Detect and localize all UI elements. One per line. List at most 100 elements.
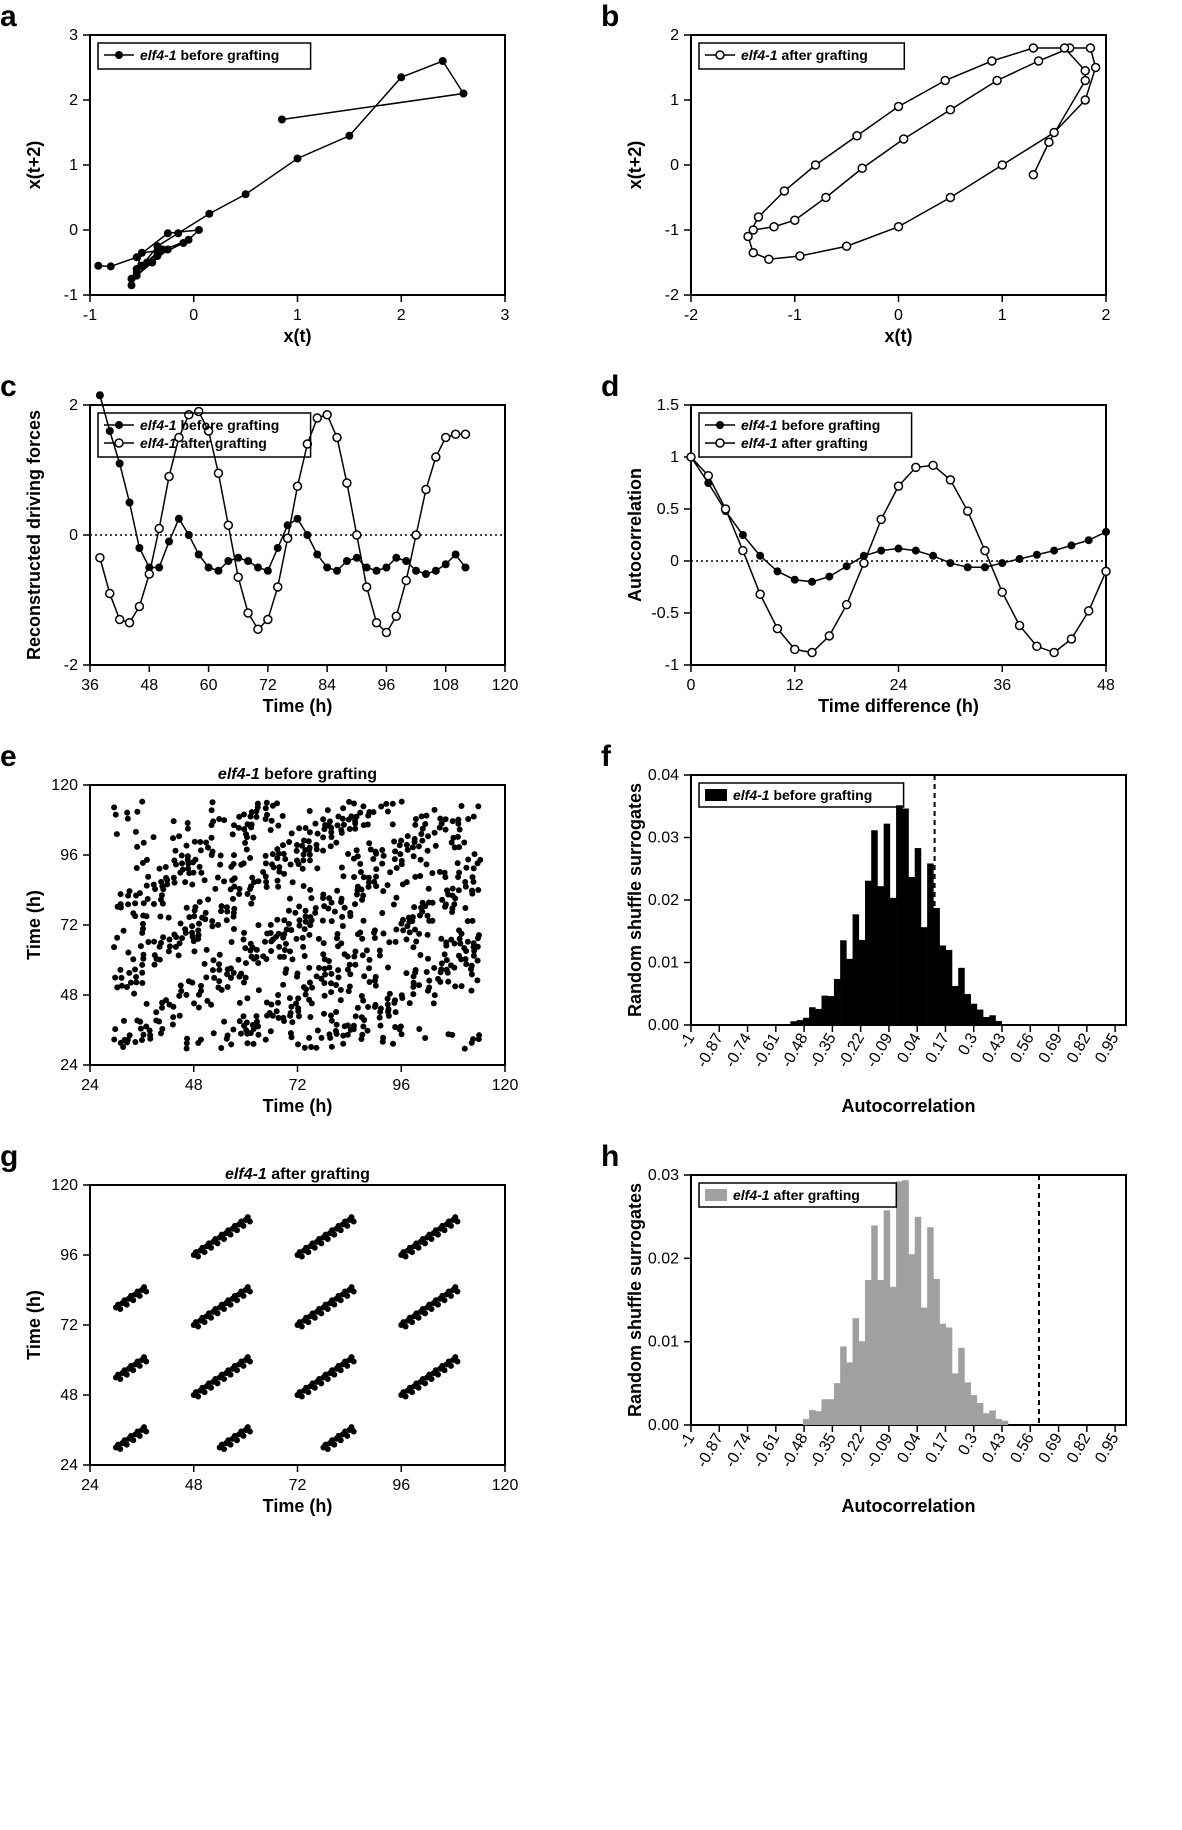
svg-text:0: 0 [670,157,679,174]
svg-text:0.95: 0.95 [1092,1430,1122,1466]
svg-text:0.03: 0.03 [648,830,679,847]
svg-text:0.95: 0.95 [1092,1030,1122,1066]
svg-text:96: 96 [378,677,396,694]
svg-text:108: 108 [432,677,459,694]
svg-text:elf4-1 before grafting: elf4-1 before grafting [741,417,880,433]
chart-a: -10123-10123x(t)x(t+2)elf4-1 before graf… [20,20,520,350]
svg-text:Time (h): Time (h) [263,1496,333,1516]
svg-text:24: 24 [60,1457,78,1474]
panel-d: d 012243648-1-0.500.511.5Time difference… [621,390,1162,720]
svg-text:0.69: 0.69 [1036,1030,1066,1066]
svg-text:Time difference (h): Time difference (h) [818,696,979,716]
svg-text:0.56: 0.56 [1007,1030,1037,1066]
svg-text:2: 2 [1102,307,1111,324]
svg-text:1: 1 [293,307,302,324]
svg-text:Time (h): Time (h) [263,1096,333,1116]
chart-g: 2448729612024487296120Time (h)Time (h)el… [20,1160,520,1520]
svg-text:0.00: 0.00 [648,1417,679,1434]
svg-text:0.01: 0.01 [648,1334,679,1351]
svg-text:0.3: 0.3 [955,1430,981,1458]
chart-f: -1-0.87-0.74-0.61-0.48-0.35-0.22-0.090.0… [621,760,1141,1120]
svg-text:-1: -1 [665,657,679,674]
svg-text:1: 1 [670,92,679,109]
svg-text:0.43: 0.43 [979,1030,1009,1066]
svg-text:0.5: 0.5 [657,501,679,518]
svg-text:x(t+2): x(t+2) [625,141,645,190]
svg-text:-0.22: -0.22 [835,1430,868,1470]
svg-text:-2: -2 [665,287,679,304]
panel-g: g 2448729612024487296120Time (h)Time (h)… [20,1160,561,1520]
chart-d: 012243648-1-0.500.511.5Time difference (… [621,390,1121,720]
svg-text:0: 0 [189,307,198,324]
svg-text:0.00: 0.00 [648,1017,679,1034]
svg-text:elf4-1 before grafting: elf4-1 before grafting [218,766,377,783]
svg-text:Autocorrelation: Autocorrelation [625,468,645,602]
svg-text:120: 120 [51,1177,78,1194]
svg-text:48: 48 [185,1477,203,1494]
svg-text:0.69: 0.69 [1036,1430,1066,1466]
svg-text:0.56: 0.56 [1007,1430,1037,1466]
svg-text:-0.74: -0.74 [722,1030,755,1070]
svg-text:-0.87: -0.87 [694,1030,727,1070]
svg-text:0: 0 [687,677,696,694]
svg-text:elf4-1 before grafting: elf4-1 before grafting [733,787,872,803]
svg-text:0.04: 0.04 [894,1430,924,1466]
svg-text:24: 24 [81,1077,99,1094]
svg-text:2: 2 [670,27,679,44]
svg-text:60: 60 [200,677,218,694]
svg-text:elf4-1 after grafting: elf4-1 after grafting [225,1166,370,1183]
panel-letter: g [0,1140,18,1174]
svg-text:72: 72 [259,677,277,694]
panel-c: c 364860728496108120-202Time (h)Reconstr… [20,390,561,720]
svg-text:-0.35: -0.35 [807,1030,840,1070]
svg-text:24: 24 [81,1477,99,1494]
svg-text:72: 72 [60,1317,78,1334]
svg-text:-1: -1 [665,222,679,239]
svg-text:Random shuffle surrogates: Random shuffle surrogates [625,1183,645,1417]
svg-text:elf4-1 before grafting: elf4-1 before grafting [140,417,279,433]
svg-text:-0.61: -0.61 [750,1430,783,1470]
panel-letter: a [0,0,17,34]
svg-text:3: 3 [501,307,510,324]
svg-text:36: 36 [81,677,99,694]
svg-text:x(t+2): x(t+2) [24,141,44,190]
svg-text:48: 48 [140,677,158,694]
svg-text:-1: -1 [677,1430,699,1451]
svg-text:24: 24 [60,1057,78,1074]
svg-text:3: 3 [69,27,78,44]
row-1: a -10123-10123x(t)x(t+2)elf4-1 before gr… [20,20,1162,350]
panel-f: f -1-0.87-0.74-0.61-0.48-0.35-0.22-0.090… [621,760,1162,1120]
panel-letter: e [0,740,17,774]
svg-text:-1: -1 [64,287,78,304]
svg-text:Autocorrelation: Autocorrelation [841,1496,975,1516]
svg-text:1: 1 [670,449,679,466]
svg-text:-0.09: -0.09 [863,1430,896,1470]
svg-text:-2: -2 [684,307,698,324]
svg-text:2: 2 [397,307,406,324]
panel-a: a -10123-10123x(t)x(t+2)elf4-1 before gr… [20,20,561,350]
svg-text:48: 48 [60,987,78,1004]
svg-text:0.04: 0.04 [894,1030,924,1066]
svg-text:120: 120 [492,677,519,694]
svg-text:-0.87: -0.87 [694,1430,727,1470]
svg-text:Time (h): Time (h) [24,890,44,960]
svg-text:elf4-1 after grafting: elf4-1 after grafting [140,435,267,451]
panel-letter: h [601,1140,619,1174]
svg-text:0.82: 0.82 [1064,1430,1094,1466]
svg-text:x(t): x(t) [885,326,913,346]
panel-letter: c [0,370,17,404]
svg-text:elf4-1 after grafting: elf4-1 after grafting [733,1187,860,1203]
svg-text:0.01: 0.01 [648,955,679,972]
svg-text:0: 0 [670,553,679,570]
figure: a -10123-10123x(t)x(t+2)elf4-1 before gr… [20,20,1162,1520]
svg-text:96: 96 [60,847,78,864]
svg-text:48: 48 [60,1387,78,1404]
row-4: g 2448729612024487296120Time (h)Time (h)… [20,1160,1162,1520]
svg-text:-0.74: -0.74 [722,1430,755,1470]
svg-text:Time (h): Time (h) [24,1290,44,1360]
svg-text:1.5: 1.5 [657,397,679,414]
svg-text:0.43: 0.43 [979,1430,1009,1466]
panel-letter: f [601,740,611,774]
svg-text:elf4-1 after grafting: elf4-1 after grafting [741,47,868,63]
panel-e: e 2448729612024487296120Time (h)Time (h)… [20,760,561,1120]
